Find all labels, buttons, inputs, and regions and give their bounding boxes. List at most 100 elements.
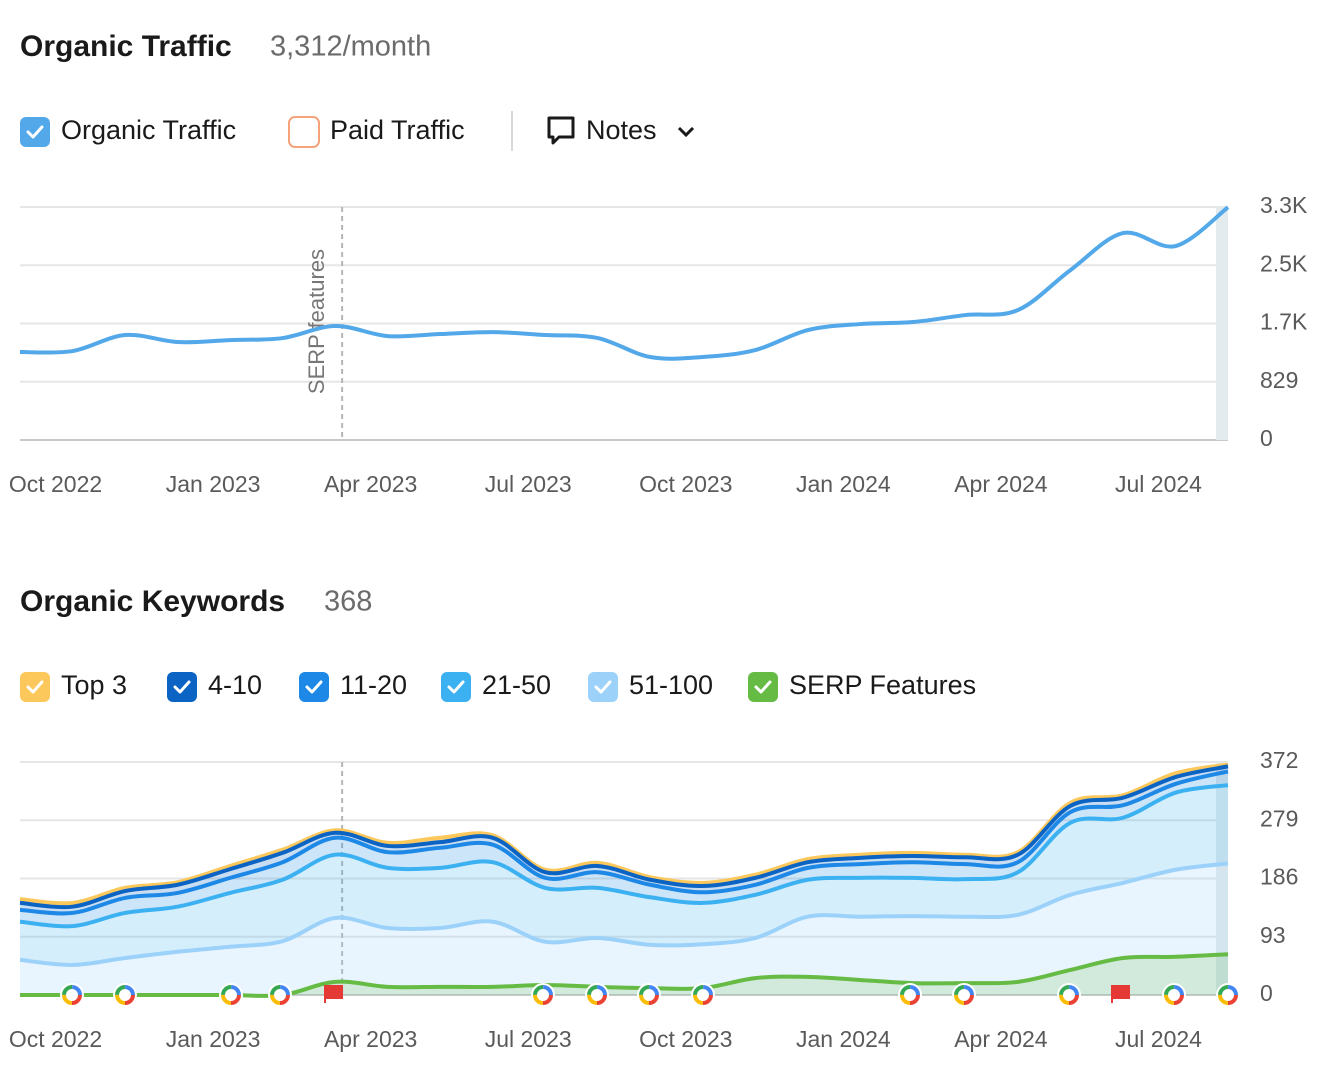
series-line — [19, 783, 1229, 929]
y-tick-label: 0 — [1260, 980, 1273, 1006]
x-tick-label: Jul 2023 — [485, 471, 572, 497]
flag-icon[interactable] — [324, 985, 343, 1003]
x-tick-label: Jan 2023 — [166, 471, 261, 497]
icon-arc — [900, 985, 920, 1005]
google-update-icon[interactable] — [1162, 983, 1186, 1007]
legend-label: Organic Traffic — [61, 115, 236, 145]
google-update-icon[interactable] — [1057, 983, 1081, 1007]
x-tick-label: Apr 2023 — [324, 471, 417, 497]
icon-arc — [533, 985, 553, 1005]
legend-item[interactable]: 51-100 — [588, 670, 713, 702]
y-tick-label: 829 — [1260, 367, 1298, 393]
check-mark — [305, 680, 323, 694]
legend-item[interactable]: Organic Traffic — [20, 115, 236, 147]
chart-title: Organic Keywords — [20, 585, 285, 618]
x-tick-label: Jul 2024 — [1115, 1026, 1202, 1052]
x-tick-label: Jan 2024 — [796, 471, 891, 497]
icon-arc — [639, 985, 659, 1005]
legend-item[interactable]: Paid Traffic — [288, 115, 465, 148]
google-update-icon[interactable] — [268, 983, 292, 1007]
checkbox — [167, 672, 197, 702]
google-update-icon[interactable] — [219, 983, 243, 1007]
icon-arc — [639, 985, 659, 1005]
legend-item[interactable]: 11-20 — [299, 670, 407, 702]
icon-arc — [221, 985, 241, 1005]
legend-item[interactable]: SERP Features — [748, 670, 976, 702]
checkbox — [288, 116, 320, 148]
legend-label: Top 3 — [61, 670, 127, 700]
series-line — [19, 764, 1229, 910]
legend-item[interactable]: 21-50 — [441, 670, 551, 702]
annotation-label: SERP features — [304, 249, 329, 394]
notes-label[interactable]: Notes — [586, 115, 657, 145]
y-tick-label: 0 — [1260, 425, 1273, 451]
icon-arc — [954, 985, 974, 1005]
checkbox — [748, 672, 778, 702]
google-update-icon[interactable] — [113, 983, 137, 1007]
x-tick-label: Jul 2023 — [485, 1026, 572, 1052]
x-tick-label: Jul 2024 — [1115, 471, 1202, 497]
icon-arc — [693, 985, 713, 1005]
checkbox — [20, 672, 50, 702]
legend-item[interactable]: 4-10 — [167, 670, 262, 702]
icon-arc — [62, 985, 82, 1005]
google-update-icon[interactable] — [691, 983, 715, 1007]
icon-arc — [639, 985, 659, 1005]
flag — [325, 985, 343, 999]
icon-arc — [1059, 985, 1079, 1005]
checkbox — [441, 672, 471, 702]
icon-arc — [1164, 985, 1184, 1005]
legend-item[interactable]: Top 3 — [20, 670, 127, 702]
icon-arc — [221, 985, 241, 1005]
x-tick-label: Apr 2023 — [324, 1026, 417, 1052]
icon-arc — [270, 985, 290, 1005]
icon-arc — [587, 985, 607, 1005]
icon-arc — [115, 985, 135, 1005]
icon-arc — [1218, 985, 1238, 1005]
x-tick-label: Oct 2023 — [639, 1026, 732, 1052]
icon-arc — [62, 985, 82, 1005]
chevron — [677, 126, 695, 138]
y-tick-label: 2.5K — [1260, 250, 1308, 276]
series-line — [19, 769, 1229, 916]
notes-button[interactable]: Notes — [547, 115, 695, 145]
icon-arc — [587, 985, 607, 1005]
hover-band — [1216, 762, 1228, 995]
google-update-icon[interactable] — [952, 983, 976, 1007]
chart-subtitle: 3,312/month — [270, 31, 431, 63]
y-tick-label: 1.7K — [1260, 309, 1308, 335]
y-tick-label: 279 — [1260, 805, 1298, 831]
x-tick-label: Jan 2024 — [796, 1026, 891, 1052]
icon-arc — [270, 985, 290, 1005]
icon-arc — [693, 985, 713, 1005]
icon-arc — [954, 985, 974, 1005]
icon-arc — [221, 985, 241, 1005]
chart-subtitle: 368 — [324, 586, 372, 618]
check-mark — [173, 680, 191, 694]
icon-arc — [533, 985, 553, 1005]
google-update-icon[interactable] — [637, 983, 661, 1007]
x-tick-label: Apr 2024 — [954, 471, 1048, 497]
icon-arc — [533, 985, 553, 1005]
google-update-icon[interactable] — [585, 983, 609, 1007]
icon-arc — [115, 985, 135, 1005]
legend-label: 21-50 — [482, 670, 551, 700]
google-update-icon[interactable] — [60, 983, 84, 1007]
x-tick-label: Oct 2023 — [639, 471, 732, 497]
series-area — [20, 863, 1228, 995]
icon-arc — [115, 985, 135, 1005]
flag-icon[interactable] — [1111, 985, 1130, 1003]
google-update-icon[interactable] — [898, 983, 922, 1007]
icon-arc — [900, 985, 920, 1005]
icon-arc — [587, 985, 607, 1005]
google-update-icon[interactable] — [531, 983, 555, 1007]
icon-arc — [1059, 985, 1079, 1005]
x-tick-label: Oct 2022 — [9, 1026, 102, 1052]
google-update-icon[interactable] — [1216, 983, 1240, 1007]
series-line — [19, 205, 1230, 361]
check-mark — [594, 680, 612, 694]
icon-arc — [693, 985, 713, 1005]
icon-arc — [954, 985, 974, 1005]
